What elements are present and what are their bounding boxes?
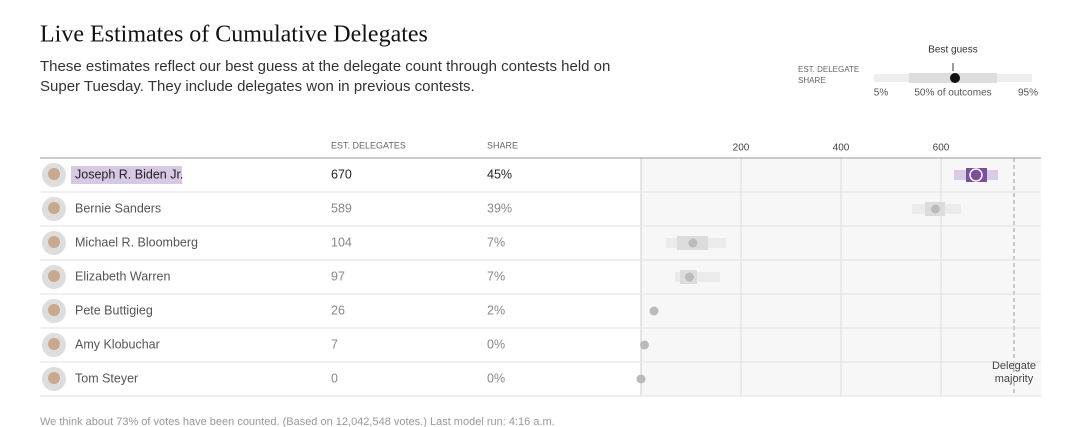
candidate-name: Elizabeth Warren [75, 269, 170, 283]
title: Live Estimates of Cumulative Delegates [40, 22, 428, 48]
candidate-name: Amy Klobuchar [75, 337, 160, 351]
estimate-dot [649, 306, 659, 316]
footnote: We think about 73% of votes have been co… [40, 416, 555, 427]
delegates: 0 [331, 371, 338, 385]
delegates: 7 [331, 337, 338, 351]
majority-label: Delegate majority [991, 360, 1037, 385]
range-90 [675, 272, 720, 282]
avatar-face [48, 202, 60, 214]
share: 45% [487, 167, 512, 181]
legend-axis-label: EST. DELEGATE SHARE [798, 65, 860, 85]
delegates: 104 [331, 235, 352, 249]
avatar-face [48, 372, 60, 384]
share: 7% [487, 269, 505, 283]
delegates: 589 [331, 201, 352, 215]
estimate-dot [636, 374, 646, 384]
estimate-dot [969, 168, 983, 182]
avatar-face [48, 304, 60, 316]
col-header: EST. DELEGATES [331, 140, 406, 150]
legend-mid: 50% of outcomes [914, 88, 991, 99]
share: 2% [487, 303, 505, 317]
candidate-name: Tom Steyer [75, 371, 138, 385]
share: 7% [487, 235, 505, 249]
avatar-face [48, 270, 60, 282]
legend-high: 95% [1018, 88, 1038, 99]
candidate-name: Bernie Sanders [75, 201, 161, 215]
col-header: SHARE [487, 140, 518, 150]
candidate-name: Pete Buttigieg [75, 303, 153, 317]
x-tick-label: 600 [933, 143, 950, 154]
subtitle: These estimates reflect our best guess a… [40, 58, 611, 95]
x-tick-label: 400 [833, 143, 850, 154]
avatar-face [48, 338, 60, 350]
estimate-dot [685, 272, 694, 282]
estimate-dot [931, 204, 940, 214]
avatar-face [48, 236, 60, 248]
legend-low: 5% [874, 88, 889, 99]
estimate-dot [640, 340, 649, 350]
avatar-face [48, 168, 60, 180]
estimate-dot [688, 238, 698, 248]
share: 0% [487, 371, 505, 385]
delegates: 670 [331, 167, 352, 181]
delegates: 97 [331, 269, 345, 283]
share: 39% [487, 201, 512, 215]
legend-best: Best guess [928, 45, 977, 56]
candidate-name: Michael R. Bloomberg [75, 235, 198, 249]
share: 0% [487, 337, 505, 351]
x-tick-label: 200 [733, 143, 750, 154]
name-highlight [71, 166, 182, 184]
legend-dot [950, 73, 960, 83]
delegates: 26 [331, 303, 345, 317]
candidate-name: Joseph R. Biden Jr. [75, 167, 183, 181]
